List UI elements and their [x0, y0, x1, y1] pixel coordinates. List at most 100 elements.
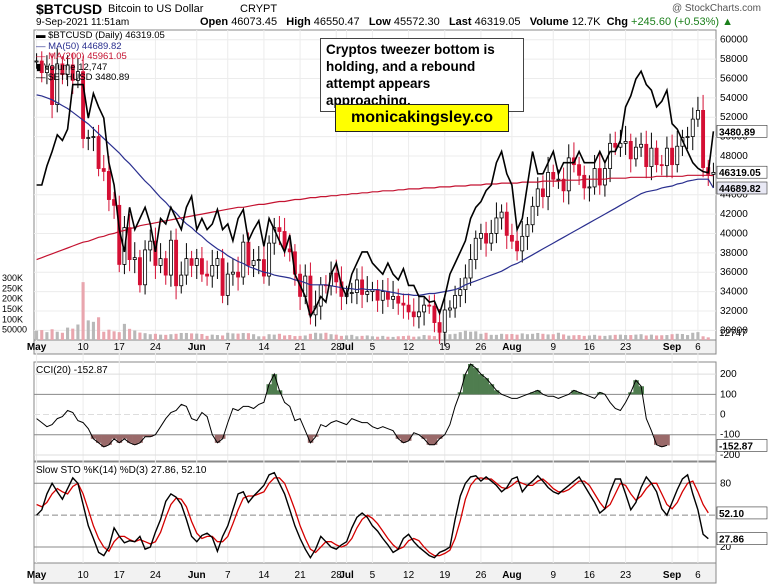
candle	[380, 291, 385, 301]
volume-bar	[520, 333, 524, 340]
cci-line	[36, 363, 668, 448]
candle	[416, 311, 421, 318]
volume-bar	[458, 332, 462, 340]
volume-bar	[288, 335, 292, 340]
candle	[458, 289, 463, 296]
candle	[582, 174, 587, 189]
volume-bar	[329, 334, 333, 340]
cci-fill-up	[276, 390, 283, 395]
volume-bar	[360, 335, 364, 340]
candle	[210, 265, 215, 277]
volume-bar	[293, 336, 297, 340]
price-tick-label: 54000	[720, 93, 748, 104]
volume-bar	[562, 334, 566, 340]
volume-bar	[174, 333, 178, 340]
date-label-top: 7	[225, 342, 231, 353]
chg-value: +245.60 (+0.53%)	[631, 16, 720, 28]
cci-fill-down	[111, 434, 117, 439]
ma50-last-tag: 44689.82	[719, 184, 761, 195]
volume-bar	[546, 334, 550, 340]
volume-bar	[76, 324, 80, 340]
candle	[215, 258, 220, 266]
candle	[649, 147, 654, 167]
volume-bar	[680, 334, 684, 340]
cci-fill-down	[395, 434, 402, 439]
candle	[174, 239, 179, 287]
volume-bar	[355, 336, 359, 340]
volume-bar	[164, 334, 168, 340]
cci-last-tag-box	[716, 439, 768, 452]
volume-bar	[484, 332, 488, 340]
candle	[267, 242, 272, 277]
cci-fill-down	[431, 434, 438, 445]
volume-scale-label: 150K	[2, 304, 23, 314]
candle	[132, 257, 137, 260]
date-label-bottom: Jun	[188, 570, 206, 581]
volume-bar	[365, 335, 369, 340]
volume-bar	[184, 332, 188, 340]
legend-volume: ▮ Volume 12,747	[36, 61, 108, 73]
date-label-top: Jun	[188, 342, 206, 353]
volume-bar	[381, 335, 385, 340]
legend-eth: — $ETHUSD 3480.89	[36, 72, 130, 83]
volume-bar	[339, 335, 343, 340]
up-arrow-icon: ▲	[722, 16, 734, 28]
sto-k-line	[36, 471, 709, 560]
volume-label: Volume	[529, 16, 569, 28]
candle	[670, 147, 675, 166]
volume-bar	[489, 334, 493, 340]
low-value: 45572.30	[393, 16, 440, 28]
last-value: 46319.05	[474, 16, 521, 28]
volume-bar	[670, 334, 674, 340]
volume-bar	[210, 334, 214, 340]
candle	[489, 233, 494, 244]
volume-bar	[577, 335, 581, 340]
candle	[473, 237, 478, 260]
volume-bar	[148, 334, 152, 340]
btc-last-tag-box	[716, 165, 768, 179]
chg-label: Chg	[606, 16, 628, 28]
volume-bar	[463, 330, 467, 340]
date-label-bottom: 5	[370, 570, 376, 581]
cci-title: CCI(20) -152.87	[36, 365, 108, 376]
candle	[205, 273, 210, 277]
candle	[220, 258, 225, 296]
candle	[561, 178, 566, 192]
volume-bar	[675, 333, 679, 340]
volume-bar	[55, 331, 59, 340]
volume-bar	[334, 334, 338, 340]
candle	[587, 186, 592, 189]
cci-fill-down	[654, 434, 660, 445]
candle	[168, 239, 173, 276]
volume-bar	[386, 336, 390, 340]
candle	[39, 60, 44, 74]
date-label-bottom: 23	[620, 570, 632, 581]
volume-bar	[200, 334, 204, 340]
volume-bar	[345, 335, 349, 340]
volume-bar	[303, 335, 307, 340]
volume-bar	[267, 334, 271, 340]
cci-fill-up	[571, 390, 577, 395]
date-label-top: 16	[584, 342, 596, 353]
cci-fill-down	[400, 434, 407, 443]
price-tick-label: 60000	[720, 35, 748, 46]
volume-bar	[50, 329, 54, 340]
candle	[695, 110, 700, 120]
volume-bar	[391, 336, 395, 340]
candle	[91, 136, 96, 138]
cci-fill-up	[468, 364, 474, 395]
instrument-name: Bitcoin to US Dollar	[108, 3, 204, 15]
cci-tick-label: -100	[720, 430, 740, 441]
quote-line: Open 46073.45 High 46550.47 Low 45572.30…	[200, 16, 733, 28]
cci-fill-down	[101, 434, 107, 447]
exchange: CRYPT	[240, 3, 278, 15]
volume-bar	[128, 328, 132, 340]
date-label-bottom: 24	[150, 570, 162, 581]
candle	[494, 217, 499, 234]
candle	[509, 234, 514, 242]
volume-bar	[587, 335, 591, 340]
volume-bar	[691, 332, 695, 340]
candle	[153, 240, 158, 266]
candle	[504, 211, 509, 236]
volume-bar	[133, 330, 137, 340]
